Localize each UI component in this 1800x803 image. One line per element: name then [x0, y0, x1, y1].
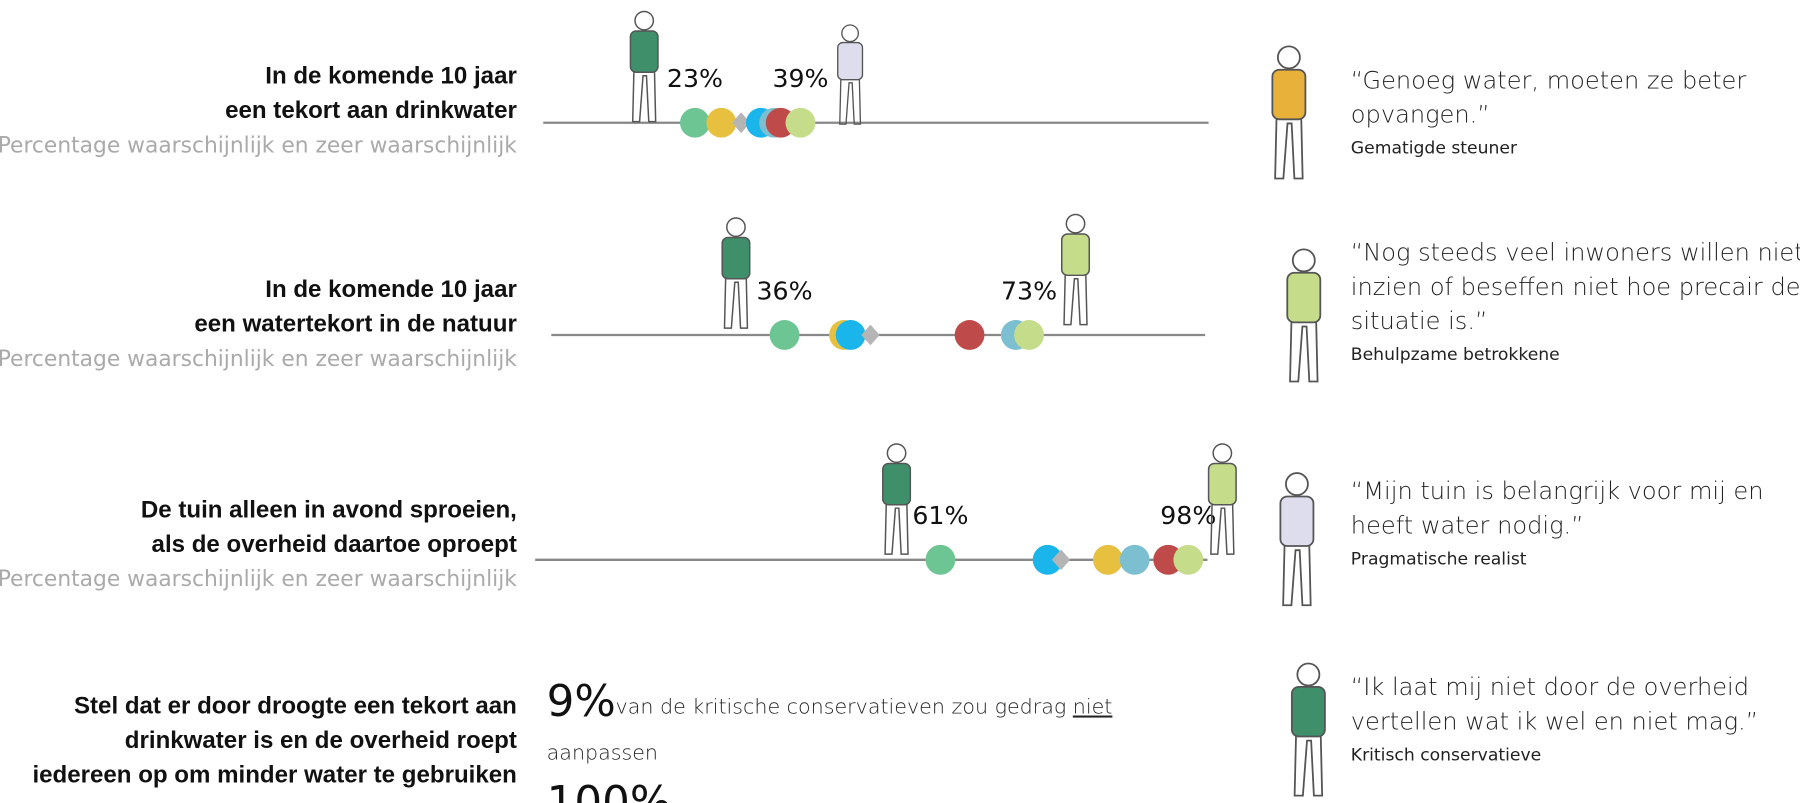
statement-text-after: aanpassen: [547, 740, 658, 764]
figure-legs: [884, 504, 909, 555]
figure-head: [841, 24, 860, 43]
dot: [680, 107, 710, 138]
row-title: De tuin alleen in avond sproeien,: [141, 496, 517, 523]
value-label: 73%: [1001, 276, 1057, 305]
figure-legs: [1274, 119, 1304, 180]
figure-body: [1207, 462, 1237, 506]
figure-body: [1271, 68, 1307, 121]
persona-figure: [1290, 662, 1326, 797]
dot: [1119, 544, 1150, 575]
row-title: een tekort aan drinkwater: [225, 97, 517, 124]
quote-persona: Pragmatische realist: [1351, 549, 1527, 569]
quote-persona: Gematigde steuner: [1351, 139, 1518, 159]
figure-head: [1276, 45, 1301, 70]
figure-head: [886, 443, 907, 464]
dot: [1173, 544, 1204, 575]
quote-line: vertellen wat ik wel en niet mag.”: [1351, 708, 1758, 736]
dot: [835, 320, 866, 350]
dot: [925, 544, 956, 575]
persona-figure: [1279, 472, 1315, 607]
figure-legs: [1293, 736, 1324, 797]
quote-persona: Kritisch conservatieve: [1351, 746, 1541, 766]
figure-legs: [1210, 504, 1235, 555]
quote-line: “Mijn tuin is belangrijk voor mij en: [1351, 477, 1764, 505]
row-title: een watertekort in de natuur: [194, 311, 516, 338]
value-label: 61%: [912, 501, 968, 530]
row-title: In de komende 10 jaar: [265, 63, 517, 90]
row-subtitle: Percentage waarschijnlijk en zeer waarsc…: [0, 347, 517, 372]
quote-line: heeft water nodig.”: [1351, 511, 1584, 539]
dot: [706, 107, 737, 138]
figure-body: [882, 462, 912, 506]
statement-value: 100%: [547, 778, 672, 803]
persona-figure: [1207, 443, 1237, 555]
quote-line: opvangen.”: [1351, 101, 1490, 129]
figure-head: [1065, 213, 1086, 234]
row-title: als de overheid daartoe oproept: [152, 531, 517, 558]
persona-figure: [629, 10, 659, 123]
figure-legs: [1063, 275, 1088, 326]
quote-line: “Genoeg water, moeten ze beter: [1351, 66, 1747, 94]
figure-legs: [1282, 546, 1312, 607]
quote-line: situatie is.”: [1351, 307, 1488, 335]
figure-body: [1279, 495, 1315, 547]
persona-figure: [837, 24, 864, 125]
quote-line: inzien of beseffen niet hoe precair deze: [1351, 273, 1800, 301]
figure-head: [726, 217, 746, 238]
quote-line: “Ik laat mij niet door de overheid: [1351, 673, 1749, 701]
dot: [785, 107, 816, 138]
figure-body: [1061, 233, 1091, 277]
dot: [1014, 320, 1044, 350]
dot: [954, 320, 985, 350]
figure-head: [1296, 662, 1321, 687]
figure-body: [721, 236, 751, 280]
dot: [1032, 544, 1063, 575]
average-marker: [861, 324, 880, 346]
persona-figure: [1061, 213, 1091, 326]
quote-persona: Behulpzame betrokkene: [1351, 345, 1560, 365]
statement-title: iedereen op om minder water te gebruiken: [32, 761, 516, 788]
persona-figure: [1271, 45, 1307, 180]
figure-body: [1290, 686, 1326, 738]
dot: [1092, 544, 1123, 575]
row-subtitle: Percentage waarschijnlijk en zeer waarsc…: [0, 134, 517, 159]
figure-head: [1285, 472, 1309, 497]
figure-head: [634, 10, 655, 31]
figure-body: [837, 41, 864, 81]
figure-legs: [1289, 322, 1319, 383]
value-label: 39%: [772, 64, 828, 93]
dot: [769, 320, 800, 350]
value-label: 98%: [1160, 501, 1216, 530]
persona-figure: [721, 217, 751, 329]
figure-head: [1212, 443, 1233, 464]
persona-figure: [1286, 248, 1322, 383]
persona-figure: [882, 443, 912, 555]
statement-underlined: niet: [1073, 695, 1113, 719]
figure-legs: [723, 278, 749, 329]
statement-value: 9%: [547, 677, 616, 727]
statement-title: Stel dat er door droogte een tekort aan: [74, 693, 517, 720]
quote-line: “Nog steeds veel inwoners willen niet: [1351, 238, 1800, 266]
row-title: In de komende 10 jaar: [265, 276, 517, 303]
value-label: 23%: [667, 64, 723, 93]
statement-title: drinkwater is en de overheid roept: [125, 727, 517, 754]
statement-text-before: van de kritische conservatieven zou gedr…: [616, 695, 1067, 719]
figure-body: [629, 30, 659, 74]
figure-head: [1291, 248, 1316, 273]
value-label: 36%: [757, 276, 813, 305]
row-subtitle: Percentage waarschijnlijk en zeer waarsc…: [0, 567, 517, 592]
statement-text: van de kritische conservatieven zou gedr…: [616, 695, 1113, 719]
figure-legs: [839, 79, 862, 125]
figure-body: [1286, 271, 1322, 324]
figure-legs: [631, 72, 657, 123]
